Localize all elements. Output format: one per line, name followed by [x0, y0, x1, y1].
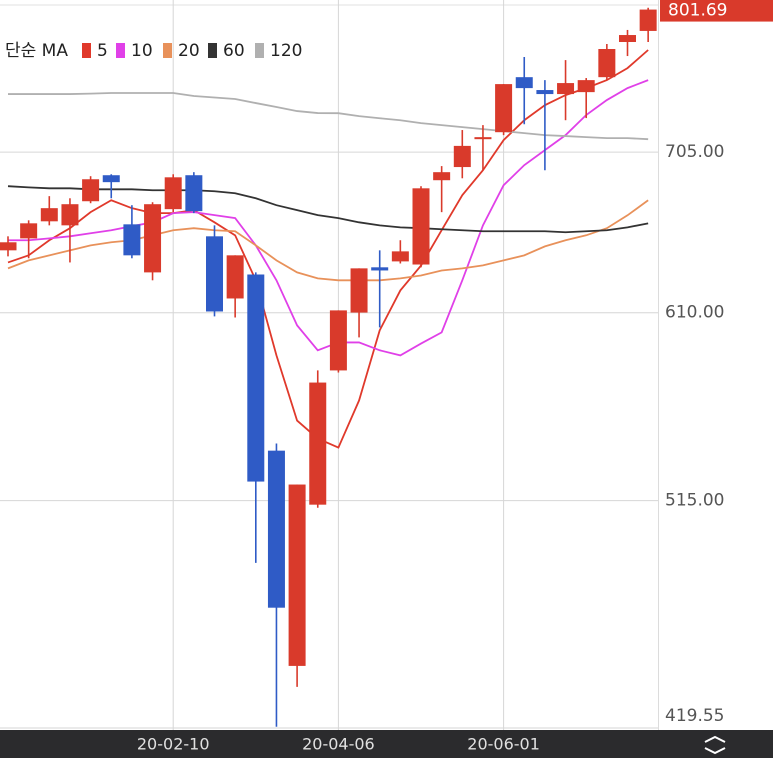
candle-body	[288, 484, 306, 666]
candle-body	[515, 77, 533, 89]
y-tick-label: 705.00	[665, 142, 724, 162]
candle-body	[82, 179, 100, 202]
candle-body	[453, 145, 471, 168]
chevron-down	[704, 747, 726, 755]
candle-body	[557, 83, 575, 95]
candle-body	[144, 204, 162, 273]
candle-body	[0, 242, 17, 251]
legend-label: 20	[178, 41, 200, 61]
legend-swatch	[208, 43, 217, 58]
legend-label: 5	[97, 41, 108, 61]
x-tick-label: 20-06-01	[467, 735, 540, 754]
expand-icon[interactable]	[704, 735, 726, 755]
candle-body	[206, 236, 223, 312]
ma-line	[8, 79, 649, 357]
candle-body	[433, 172, 451, 181]
legend-title: 단순 MA	[5, 41, 68, 61]
last-price-box	[660, 0, 773, 22]
moving-averages	[7, 49, 649, 449]
candle-body	[391, 251, 409, 262]
candle-body	[536, 90, 554, 95]
legend-label: 10	[131, 41, 153, 61]
candle-body	[20, 223, 38, 239]
candle-body	[350, 268, 368, 313]
chevron-up	[704, 735, 726, 743]
candle-body	[329, 310, 347, 371]
candle-body	[371, 267, 389, 271]
ma-line	[7, 199, 649, 282]
candle-body	[164, 177, 182, 210]
legend-swatch	[116, 43, 125, 58]
legend-swatch	[82, 43, 91, 58]
y-tick-label: 515.00	[665, 491, 724, 511]
time-axis-bar	[0, 730, 773, 758]
candle-body	[474, 137, 492, 140]
ma-line	[7, 185, 649, 234]
legend-label: 120	[270, 41, 302, 61]
candle-body	[495, 84, 513, 133]
candle-body	[577, 80, 595, 93]
candle-body	[267, 450, 285, 608]
candle-body	[639, 9, 657, 31]
candle-body	[247, 274, 265, 482]
candle-body	[412, 188, 430, 265]
y-tick-label: 419.55	[665, 706, 724, 726]
candle-body	[226, 255, 244, 299]
ma-line	[7, 49, 649, 449]
plot-area	[0, 7, 657, 727]
candle-body	[185, 175, 203, 212]
candle-body	[40, 208, 58, 222]
candle-body	[619, 35, 636, 42]
y-tick-label: 610.00	[665, 303, 724, 323]
legend-swatch	[255, 43, 264, 58]
legend-swatch	[163, 43, 172, 58]
candle-body	[123, 224, 141, 256]
candle-body	[61, 204, 79, 226]
candle-body	[598, 48, 616, 78]
last-price-label: 801.69	[668, 1, 727, 21]
candle-body	[309, 382, 327, 505]
candle-body	[102, 175, 120, 183]
legend-label: 60	[223, 41, 245, 61]
ma-line	[8, 92, 649, 141]
x-tick-label: 20-04-06	[302, 735, 375, 754]
x-tick-label: 20-02-10	[137, 735, 210, 754]
